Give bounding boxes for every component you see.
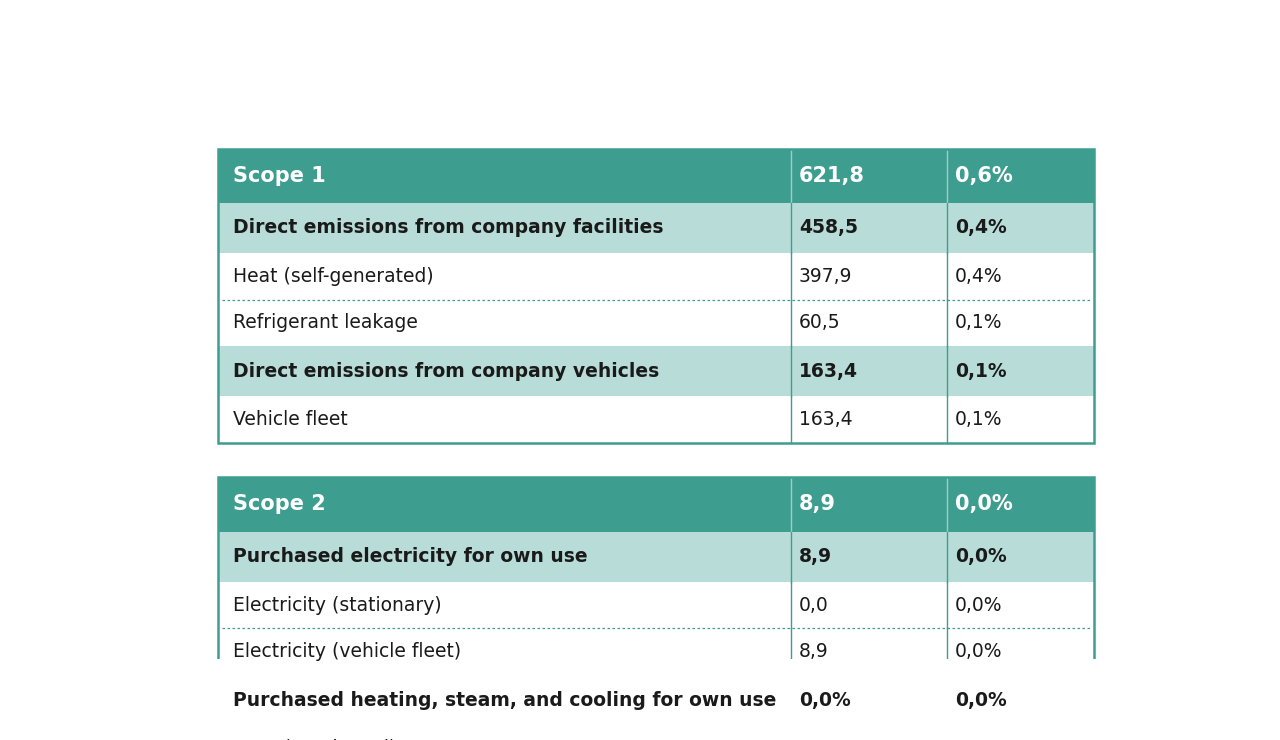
Text: Electricity (stationary): Electricity (stationary): [233, 596, 442, 614]
Bar: [218, 300, 1094, 346]
Text: Scope 2: Scope 2: [233, 494, 326, 514]
Bar: [218, 253, 1094, 300]
Text: 397,9: 397,9: [799, 266, 852, 286]
Text: Scope 1: Scope 1: [233, 166, 326, 186]
Bar: [218, 531, 1094, 582]
Bar: [218, 477, 1094, 531]
Text: 0,1%: 0,1%: [955, 411, 1002, 429]
Bar: [218, 725, 1094, 740]
Bar: [218, 149, 1094, 443]
Text: 0,4%: 0,4%: [955, 266, 1002, 286]
Text: 163,4: 163,4: [799, 362, 858, 381]
Text: 0,0%: 0,0%: [955, 596, 1002, 614]
Text: 0,0%: 0,0%: [955, 690, 1007, 710]
Text: 621,8: 621,8: [799, 166, 865, 186]
Text: 8,9: 8,9: [799, 642, 828, 662]
Bar: [218, 149, 1094, 203]
Bar: [218, 477, 1094, 740]
Text: 0,0%: 0,0%: [955, 739, 1002, 740]
Bar: [218, 582, 1094, 628]
Bar: [218, 675, 1094, 725]
Text: Heat (self-generated): Heat (self-generated): [233, 266, 434, 286]
Text: Heat (purchased): Heat (purchased): [233, 739, 397, 740]
Text: 0,0: 0,0: [799, 596, 828, 614]
Text: Purchased electricity for own use: Purchased electricity for own use: [233, 547, 588, 566]
Bar: [218, 203, 1094, 253]
Bar: [218, 628, 1094, 675]
Text: 0,0%: 0,0%: [955, 494, 1012, 514]
Text: 8,9: 8,9: [799, 547, 832, 566]
Text: 163,4: 163,4: [799, 411, 852, 429]
Bar: [218, 346, 1094, 397]
Text: 0,0%: 0,0%: [799, 690, 851, 710]
Bar: [218, 397, 1094, 443]
Text: 60,5: 60,5: [799, 314, 841, 332]
Text: Direct emissions from company vehicles: Direct emissions from company vehicles: [233, 362, 659, 381]
Text: 0,0: 0,0: [799, 739, 828, 740]
Text: 0,0%: 0,0%: [955, 642, 1002, 662]
Text: Direct emissions from company facilities: Direct emissions from company facilities: [233, 218, 664, 238]
Text: 458,5: 458,5: [799, 218, 858, 238]
Text: 0,6%: 0,6%: [955, 166, 1012, 186]
Text: 0,1%: 0,1%: [955, 362, 1006, 381]
Text: 0,4%: 0,4%: [955, 218, 1007, 238]
Text: Vehicle fleet: Vehicle fleet: [233, 411, 348, 429]
Text: Purchased heating, steam, and cooling for own use: Purchased heating, steam, and cooling fo…: [233, 690, 777, 710]
Text: Refrigerant leakage: Refrigerant leakage: [233, 314, 419, 332]
Text: Electricity (vehicle fleet): Electricity (vehicle fleet): [233, 642, 462, 662]
Text: 0,0%: 0,0%: [955, 547, 1007, 566]
Text: 8,9: 8,9: [799, 494, 836, 514]
Text: 0,1%: 0,1%: [955, 314, 1002, 332]
